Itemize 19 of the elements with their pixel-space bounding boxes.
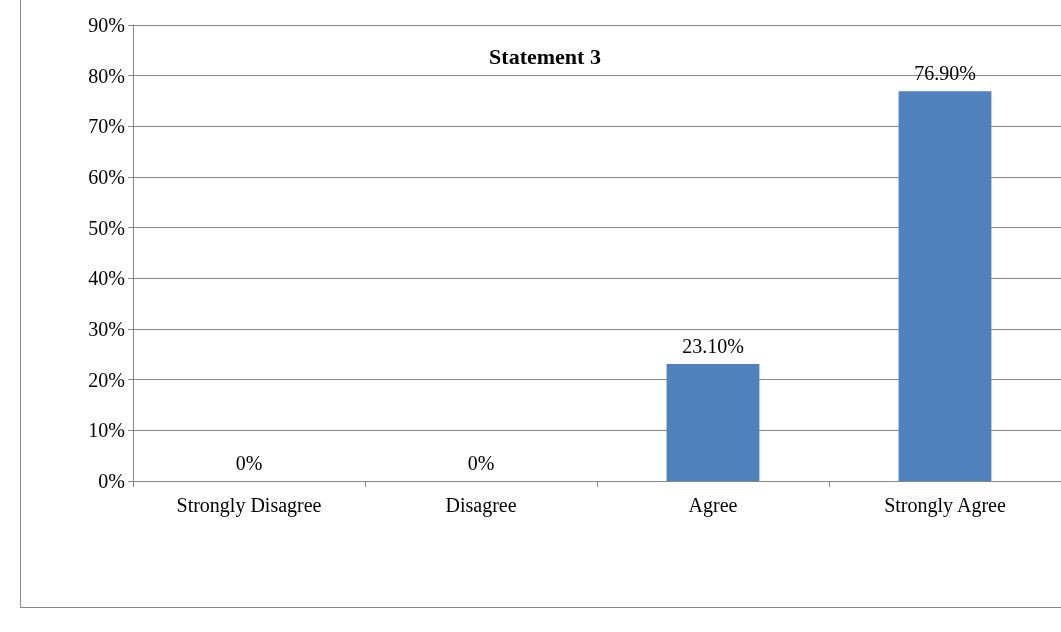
y-tick-label: 50% (88, 216, 125, 239)
y-tick-label: 30% (88, 318, 125, 340)
x-tick-label: Strongly Disagree (176, 494, 322, 517)
data-label: 0% (235, 452, 263, 474)
data-label: 76.90% (914, 62, 976, 85)
y-tick-label: 0% (98, 470, 125, 492)
y-tick-label: 70% (88, 115, 125, 138)
y-tick-label: 20% (88, 368, 125, 391)
x-tick-label: Strongly Agree (884, 494, 1006, 517)
x-tick-label: Agree (688, 494, 738, 517)
text: Statement 3 (489, 43, 601, 69)
y-tick-label: 40% (88, 267, 125, 290)
y-tick-label: 80% (88, 64, 125, 87)
data-label: 23.10% (682, 334, 744, 357)
y-tick-label: 60% (88, 166, 125, 188)
y-tick-label: 10% (88, 419, 125, 442)
y-tick-label: 90% (88, 14, 125, 36)
data-label: 0% (467, 452, 495, 474)
x-tick-label: Disagree (445, 494, 517, 517)
